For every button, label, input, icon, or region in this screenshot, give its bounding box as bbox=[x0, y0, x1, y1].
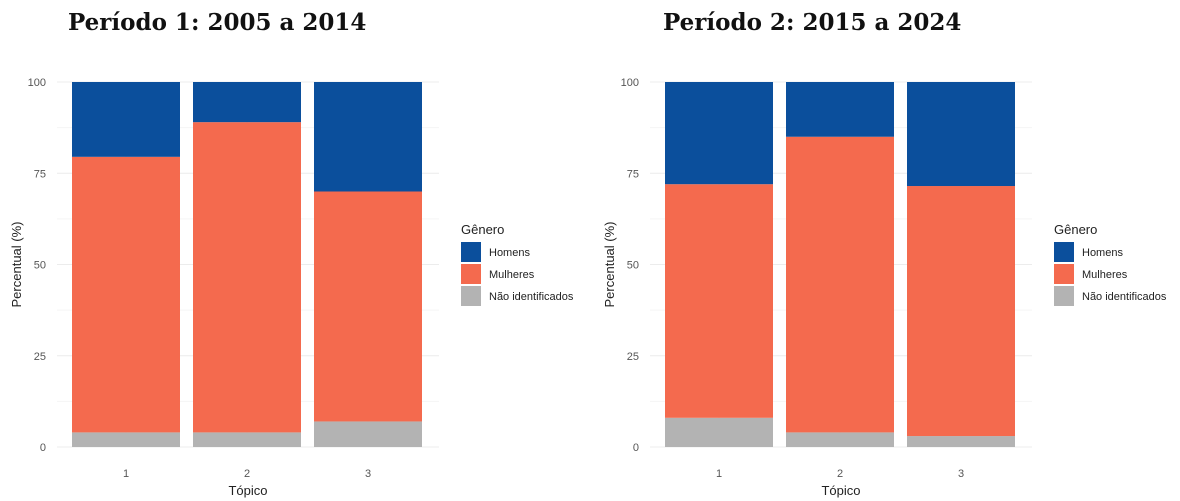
x-axis-label: Tópico bbox=[228, 483, 267, 498]
bar-segment-mulheres-topic-3 bbox=[314, 191, 422, 422]
y-tick-label: 75 bbox=[627, 168, 639, 180]
bar-segment-n-o-identificados-topic-2 bbox=[193, 432, 301, 447]
legend-label: Mulheres bbox=[489, 269, 535, 281]
panel-1: Período 1: 2005 a 2014 0 25 50 75 100 1 2 3 Tópic… bbox=[9, 9, 574, 498]
legend-label: Homens bbox=[1082, 247, 1123, 259]
y-tick-label: 75 bbox=[34, 168, 46, 180]
x-tick-label: 1 bbox=[716, 468, 722, 480]
y-tick-label: 100 bbox=[28, 77, 46, 89]
y-axis-label: Percentual (%) bbox=[602, 222, 617, 308]
y-tick-label: 0 bbox=[40, 442, 46, 454]
legend-label: Não identificados bbox=[489, 291, 574, 303]
bar-segment-homens-topic-2 bbox=[786, 82, 894, 137]
bars bbox=[72, 82, 422, 447]
legend: Gênero Homens Mulheres Não identificados bbox=[461, 222, 574, 306]
y-tick-label: 100 bbox=[621, 77, 639, 89]
bar-segment-n-o-identificados-topic-1 bbox=[72, 432, 180, 447]
x-tick-label: 1 bbox=[123, 468, 129, 480]
x-tick-label: 3 bbox=[958, 468, 964, 480]
bar-segment-homens-topic-2 bbox=[193, 82, 301, 123]
bar-segment-homens-topic-3 bbox=[907, 82, 1015, 187]
x-axis-label: Tópico bbox=[821, 483, 860, 498]
bar-segment-mulheres-topic-1 bbox=[72, 156, 180, 433]
x-tick-label: 3 bbox=[365, 468, 371, 480]
bar-segment-homens-topic-3 bbox=[314, 82, 422, 192]
chart-title: Período 1: 2005 a 2014 bbox=[68, 9, 366, 36]
legend: Gênero Homens Mulheres Não identificados bbox=[1054, 222, 1167, 306]
bars bbox=[665, 82, 1015, 447]
y-tick-label: 50 bbox=[627, 260, 639, 272]
bar-segment-n-o-identificados-topic-3 bbox=[907, 436, 1015, 447]
x-tick-label: 2 bbox=[244, 468, 250, 480]
legend-title: Gênero bbox=[461, 222, 504, 237]
bar-segment-n-o-identificados-topic-1 bbox=[665, 417, 773, 447]
x-tick-label: 2 bbox=[837, 468, 843, 480]
bar-segment-mulheres-topic-2 bbox=[193, 122, 301, 433]
legend-swatch bbox=[461, 242, 481, 262]
legend-label: Homens bbox=[489, 247, 530, 259]
bar-segment-mulheres-topic-1 bbox=[665, 184, 773, 418]
legend-swatch bbox=[1054, 264, 1074, 284]
bar-segment-mulheres-topic-2 bbox=[786, 136, 894, 433]
legend-swatch bbox=[1054, 242, 1074, 262]
bar-segment-homens-topic-1 bbox=[72, 82, 180, 157]
bar-segment-mulheres-topic-3 bbox=[907, 186, 1015, 437]
y-tick-label: 50 bbox=[34, 260, 46, 272]
legend-label: Não identificados bbox=[1082, 291, 1167, 303]
y-tick-label: 25 bbox=[627, 351, 639, 363]
y-axis-label: Percentual (%) bbox=[9, 222, 24, 308]
panel-2: Período 2: 2015 a 2024 0 25 50 75 100 1 2 3 Tópic… bbox=[602, 9, 1167, 498]
legend-swatch bbox=[461, 264, 481, 284]
bar-segment-homens-topic-1 bbox=[665, 82, 773, 185]
chart-title: Período 2: 2015 a 2024 bbox=[663, 9, 961, 36]
legend-swatch bbox=[1054, 286, 1074, 306]
bar-segment-n-o-identificados-topic-2 bbox=[786, 432, 894, 447]
legend-title: Gênero bbox=[1054, 222, 1097, 237]
bar-segment-n-o-identificados-topic-3 bbox=[314, 421, 422, 447]
y-tick-label: 0 bbox=[633, 442, 639, 454]
legend-label: Mulheres bbox=[1082, 269, 1128, 281]
legend-swatch bbox=[461, 286, 481, 306]
y-tick-label: 25 bbox=[34, 351, 46, 363]
